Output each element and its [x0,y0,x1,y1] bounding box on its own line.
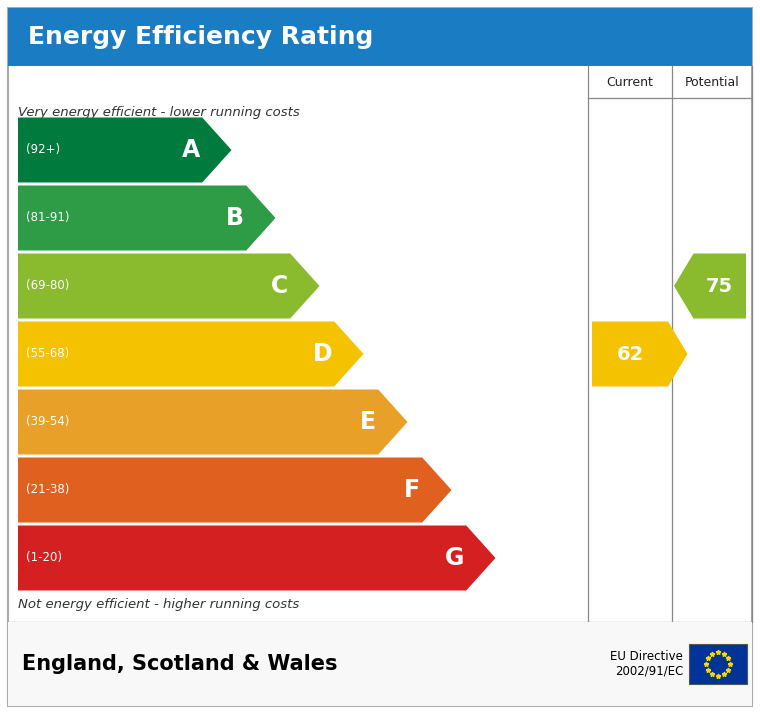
Text: 75: 75 [706,276,733,296]
Text: Not energy efficient - higher running costs: Not energy efficient - higher running co… [18,598,299,611]
Text: (21-38): (21-38) [26,483,69,496]
Polygon shape [18,118,232,183]
Polygon shape [674,253,746,318]
Text: EU Directive: EU Directive [610,650,683,663]
Text: (39-54): (39-54) [26,416,69,428]
Text: Energy Efficiency Rating: Energy Efficiency Rating [28,25,373,49]
Text: Potential: Potential [685,76,739,89]
Bar [8,622,752,706]
Text: C: C [271,274,288,298]
Text: 62: 62 [616,344,644,363]
Text: (1-20): (1-20) [26,551,62,565]
Polygon shape [18,253,319,318]
Text: England, Scotland & Wales: England, Scotland & Wales [22,654,337,674]
Polygon shape [18,526,496,590]
Text: A: A [182,138,200,162]
Text: Current: Current [606,76,654,89]
Text: B: B [226,206,244,230]
Text: Very energy efficient - lower running costs: Very energy efficient - lower running co… [18,106,299,119]
Text: D: D [312,342,332,366]
Polygon shape [18,186,275,251]
Polygon shape [592,321,688,386]
Text: (69-80): (69-80) [26,279,69,293]
Bar [8,8,752,66]
Text: G: G [445,546,464,570]
Text: F: F [404,478,420,502]
Polygon shape [18,321,363,386]
Polygon shape [18,458,451,523]
Text: (81-91): (81-91) [26,211,69,224]
Text: 2002/91/EC: 2002/91/EC [615,665,683,678]
Polygon shape [18,390,407,455]
Text: (92+): (92+) [26,144,60,156]
Text: E: E [360,410,376,434]
Text: (55-68): (55-68) [26,348,69,361]
Bar [689,644,747,684]
